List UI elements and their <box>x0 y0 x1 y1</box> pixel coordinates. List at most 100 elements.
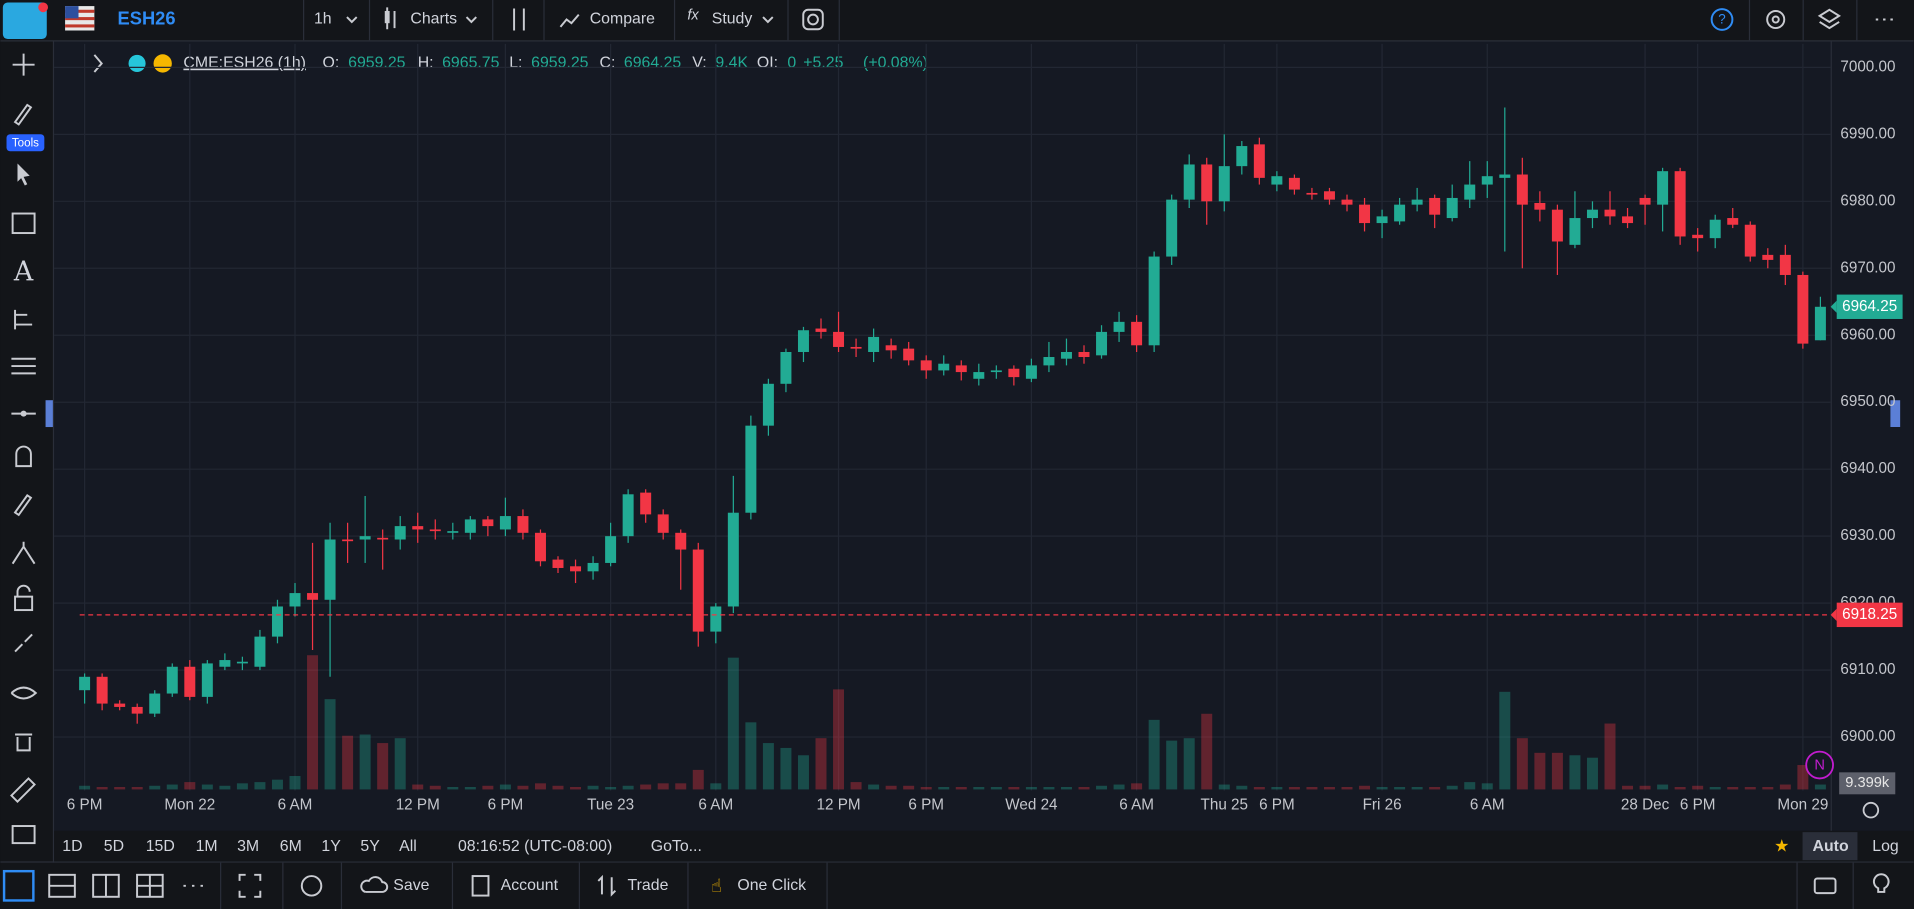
interval-button[interactable]: 1h <box>314 11 332 28</box>
save-button[interactable]: Save <box>393 877 429 894</box>
layout-single[interactable] <box>2 869 35 902</box>
volume-bar <box>622 785 634 790</box>
pattern-tool[interactable] <box>14 309 33 330</box>
eye-tool[interactable] <box>10 686 38 700</box>
lock-draw-tool[interactable] <box>13 494 33 517</box>
idea-icon[interactable] <box>1872 873 1890 893</box>
volume-bar <box>745 722 757 790</box>
link-tool[interactable] <box>14 633 33 653</box>
volume-bar <box>1078 786 1090 790</box>
auto-button[interactable]: Auto <box>1813 838 1849 855</box>
volume-bar <box>236 783 248 790</box>
notification-dot <box>38 2 48 13</box>
trade-button[interactable]: Trade <box>628 877 669 894</box>
x-tick-label: 6 PM <box>1680 796 1716 813</box>
ruler-tool[interactable] <box>10 777 36 804</box>
lock-tool[interactable] <box>14 595 34 612</box>
candle-body <box>973 372 985 379</box>
camera-icon[interactable] <box>802 8 824 31</box>
axes: 6900.006910.006920.006930.006940.006950.… <box>67 58 1903 819</box>
volume-bar <box>131 786 143 790</box>
candle-body <box>1709 219 1721 239</box>
range-button[interactable]: All <box>399 838 417 855</box>
settings-icon[interactable] <box>1766 10 1786 30</box>
one-click-icon: ☝ <box>711 875 722 896</box>
study-button[interactable]: Study <box>712 11 753 28</box>
trash-tool[interactable] <box>15 733 33 752</box>
log-button[interactable]: Log <box>1872 838 1898 855</box>
magnet-tool[interactable] <box>15 445 32 468</box>
theme-icon[interactable] <box>300 875 323 897</box>
range-button[interactable]: 1D <box>62 838 82 855</box>
volume-bar <box>587 785 599 790</box>
volume-pane <box>79 655 1826 790</box>
symbol[interactable]: ESH26 <box>118 7 176 28</box>
compass-tool[interactable] <box>11 541 36 565</box>
volume-bar <box>868 784 880 790</box>
candle-body <box>1025 365 1037 379</box>
x-tick-label: 12 PM <box>816 796 860 813</box>
legend-symbol[interactable]: CME:ESH26 (1h) <box>183 55 306 72</box>
text-tool[interactable]: A <box>13 256 34 287</box>
help-icon[interactable] <box>1710 8 1734 31</box>
volume-bar <box>114 786 126 790</box>
candle-body <box>1464 184 1476 200</box>
screen-tool[interactable] <box>11 825 36 845</box>
candle-body <box>324 539 336 600</box>
legend-label: H: <box>418 55 434 72</box>
range-button[interactable]: 1M <box>196 838 218 855</box>
goto-button[interactable]: GoTo... <box>651 838 702 855</box>
favorite-icon[interactable]: ★ <box>1774 836 1789 855</box>
measure-tool[interactable] <box>11 357 36 375</box>
volume-bar <box>1253 786 1265 790</box>
candle-body <box>903 348 915 361</box>
cursor-tool[interactable] <box>17 163 30 186</box>
x-tick-label: Thu 25 <box>1201 796 1248 813</box>
last-price-bg <box>1836 294 1903 319</box>
dropdown-arrow <box>465 16 477 24</box>
x-tick-label: Wed 24 <box>1005 796 1058 813</box>
flag-icon <box>65 6 95 31</box>
candle-body <box>587 562 599 572</box>
pencil-tool[interactable] <box>13 103 33 126</box>
range-button[interactable]: 3M <box>237 838 259 855</box>
range-button[interactable]: 6M <box>280 838 302 855</box>
range-button[interactable]: 5Y <box>360 838 380 855</box>
candles <box>79 107 1826 724</box>
crosshair-tool[interactable] <box>12 53 35 76</box>
volume-bar <box>1148 719 1160 790</box>
candle-body <box>1359 204 1371 224</box>
volume-bar <box>254 782 266 790</box>
volume-bar <box>1622 785 1634 790</box>
range-button[interactable]: 5D <box>104 838 124 855</box>
range-button[interactable]: 1Y <box>321 838 341 855</box>
keyboard-icon[interactable] <box>1813 877 1837 895</box>
range-button[interactable]: 15D <box>146 838 175 855</box>
legend-value: 6964.25 <box>624 55 682 72</box>
account-button[interactable]: Account <box>501 877 559 894</box>
compare-button[interactable]: Compare <box>590 11 655 28</box>
one-click-button[interactable]: One Click <box>737 877 806 894</box>
bars-icon[interactable] <box>513 8 525 31</box>
volume-bar <box>1306 786 1318 790</box>
axis-settings-icon[interactable] <box>1862 801 1880 819</box>
app-logo[interactable] <box>2 2 47 40</box>
candle-body <box>201 663 213 697</box>
x-tick-label: 28 Dec <box>1621 796 1670 813</box>
y-tick-label: 6990.00 <box>1840 125 1895 142</box>
layers-icon[interactable] <box>1817 8 1841 30</box>
shape-tool[interactable] <box>11 212 36 235</box>
y-tick-label: 6910.00 <box>1840 661 1895 678</box>
fullscreen-icon[interactable] <box>238 873 262 898</box>
volume-bar <box>1096 785 1108 790</box>
collapse-handle[interactable] <box>45 400 53 428</box>
volume-bar <box>605 786 617 790</box>
account-icon <box>471 875 490 897</box>
candle-body <box>394 526 406 540</box>
charts-button[interactable]: Charts <box>410 11 457 28</box>
legend-value: 6959.25 <box>348 55 406 72</box>
expand-arrow[interactable] <box>93 54 103 73</box>
collapse-handle[interactable] <box>1890 400 1901 428</box>
candle-body <box>79 676 91 691</box>
event-marker[interactable] <box>1805 750 1834 780</box>
